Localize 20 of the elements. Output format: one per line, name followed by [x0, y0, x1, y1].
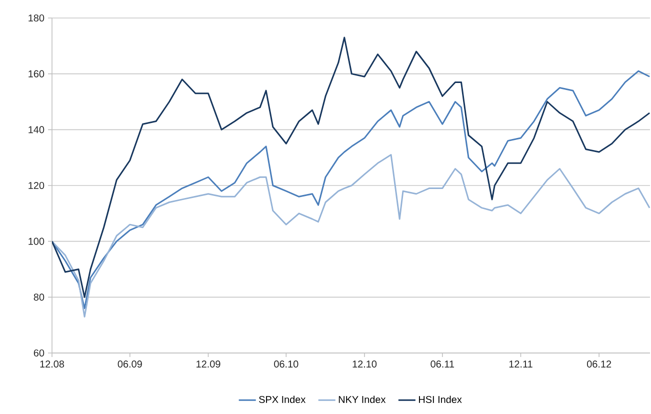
y-tick-label: 140 — [28, 126, 44, 134]
y-tick-label: 60 — [34, 349, 44, 357]
y-tick-label: 120 — [28, 182, 44, 190]
x-tick-label: 12.10 — [352, 360, 377, 368]
x-tick-label: 12.09 — [196, 360, 220, 368]
line-series — [52, 70, 650, 310]
y-tick-label: 80 — [34, 294, 44, 301]
legend-label: SPX Index — [259, 396, 306, 404]
x-tick-label: 06.10 — [274, 360, 298, 368]
y-tick-label: 180 — [28, 14, 44, 22]
x-tick-label: 06.11 — [430, 360, 454, 368]
y-tick-label: 100 — [28, 238, 44, 245]
line-series — [52, 36, 650, 298]
x-tick-label: 12.08 — [40, 360, 64, 368]
x-tick-label: 06.12 — [586, 360, 612, 368]
x-tick-label: 06.09 — [118, 360, 142, 368]
legend-label: HSI Index — [418, 396, 462, 404]
x-tick-label: 12.11 — [509, 360, 532, 368]
legend-label: NKY Index — [338, 396, 386, 404]
y-tick-label: 160 — [28, 70, 44, 78]
